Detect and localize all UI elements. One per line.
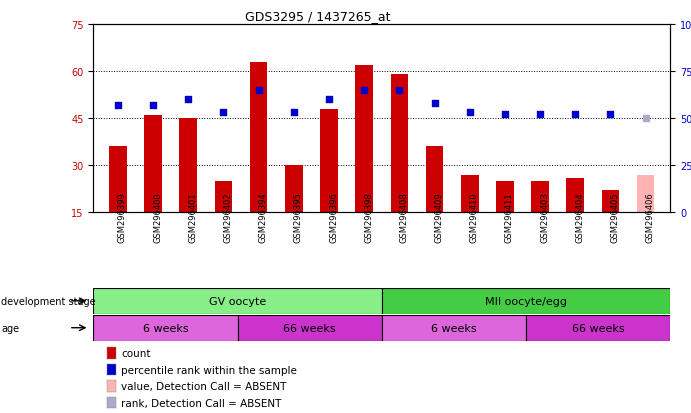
Text: GSM296398: GSM296398 [364,192,373,242]
Text: GSM296399: GSM296399 [118,192,127,242]
Text: GSM296403: GSM296403 [540,192,549,242]
Bar [215,181,232,213]
Point [182,97,193,103]
Text: GSM296401: GSM296401 [188,192,197,242]
Bar [320,109,338,213]
Bar [93,288,381,314]
Point [218,110,229,116]
Text: 6 weeks: 6 weeks [142,323,188,333]
Text: count: count [121,348,151,358]
Point [359,87,370,94]
Point [464,110,475,116]
Text: GDS3295 / 1437265_at: GDS3295 / 1437265_at [245,10,390,23]
Text: GSM296410: GSM296410 [470,192,479,242]
Text: 66 weeks: 66 weeks [572,323,625,333]
Text: percentile rank within the sample: percentile rank within the sample [121,365,297,375]
Point [288,110,299,116]
Text: rank, Detection Call = ABSENT: rank, Detection Call = ABSENT [121,398,281,408]
Bar [180,119,197,213]
Text: GSM296395: GSM296395 [294,192,303,242]
Bar [637,175,654,213]
Bar [381,315,526,341]
Bar [144,116,162,213]
Bar [93,315,238,341]
Point [429,100,440,107]
Text: GSM296396: GSM296396 [329,192,338,242]
Bar [109,147,126,213]
Text: value, Detection Call = ABSENT: value, Detection Call = ABSENT [121,381,286,391]
Bar [250,62,267,213]
Text: GSM296394: GSM296394 [258,192,267,242]
Point [535,112,546,118]
Text: MII oocyte/egg: MII oocyte/egg [485,296,567,306]
Point [605,112,616,118]
Bar [531,181,549,213]
Bar [355,66,373,213]
Bar [426,147,444,213]
Point [323,97,334,103]
Text: GSM296402: GSM296402 [223,192,232,242]
Text: GSM296405: GSM296405 [610,192,619,242]
Text: GSM296406: GSM296406 [645,192,654,242]
Point [394,87,405,94]
Point [253,87,264,94]
Text: GSM296411: GSM296411 [505,192,514,242]
Text: GSM296409: GSM296409 [435,192,444,242]
Text: 6 weeks: 6 weeks [431,323,477,333]
Text: GSM296400: GSM296400 [153,192,162,242]
Point [113,102,124,109]
Bar [526,315,670,341]
Point [148,102,159,109]
Text: 66 weeks: 66 weeks [283,323,336,333]
Point [570,112,581,118]
Bar [461,175,479,213]
Point [640,116,651,122]
Text: development stage: development stage [1,296,96,306]
Bar [496,181,513,213]
Bar [390,75,408,213]
Text: GSM296404: GSM296404 [576,192,585,242]
Bar [238,315,381,341]
Bar [602,191,619,213]
Text: age: age [1,323,19,333]
Text: GSM296408: GSM296408 [399,192,408,242]
Bar [285,166,303,213]
Point [500,112,511,118]
Bar [567,178,584,213]
Bar [381,288,670,314]
Text: GV oocyte: GV oocyte [209,296,266,306]
